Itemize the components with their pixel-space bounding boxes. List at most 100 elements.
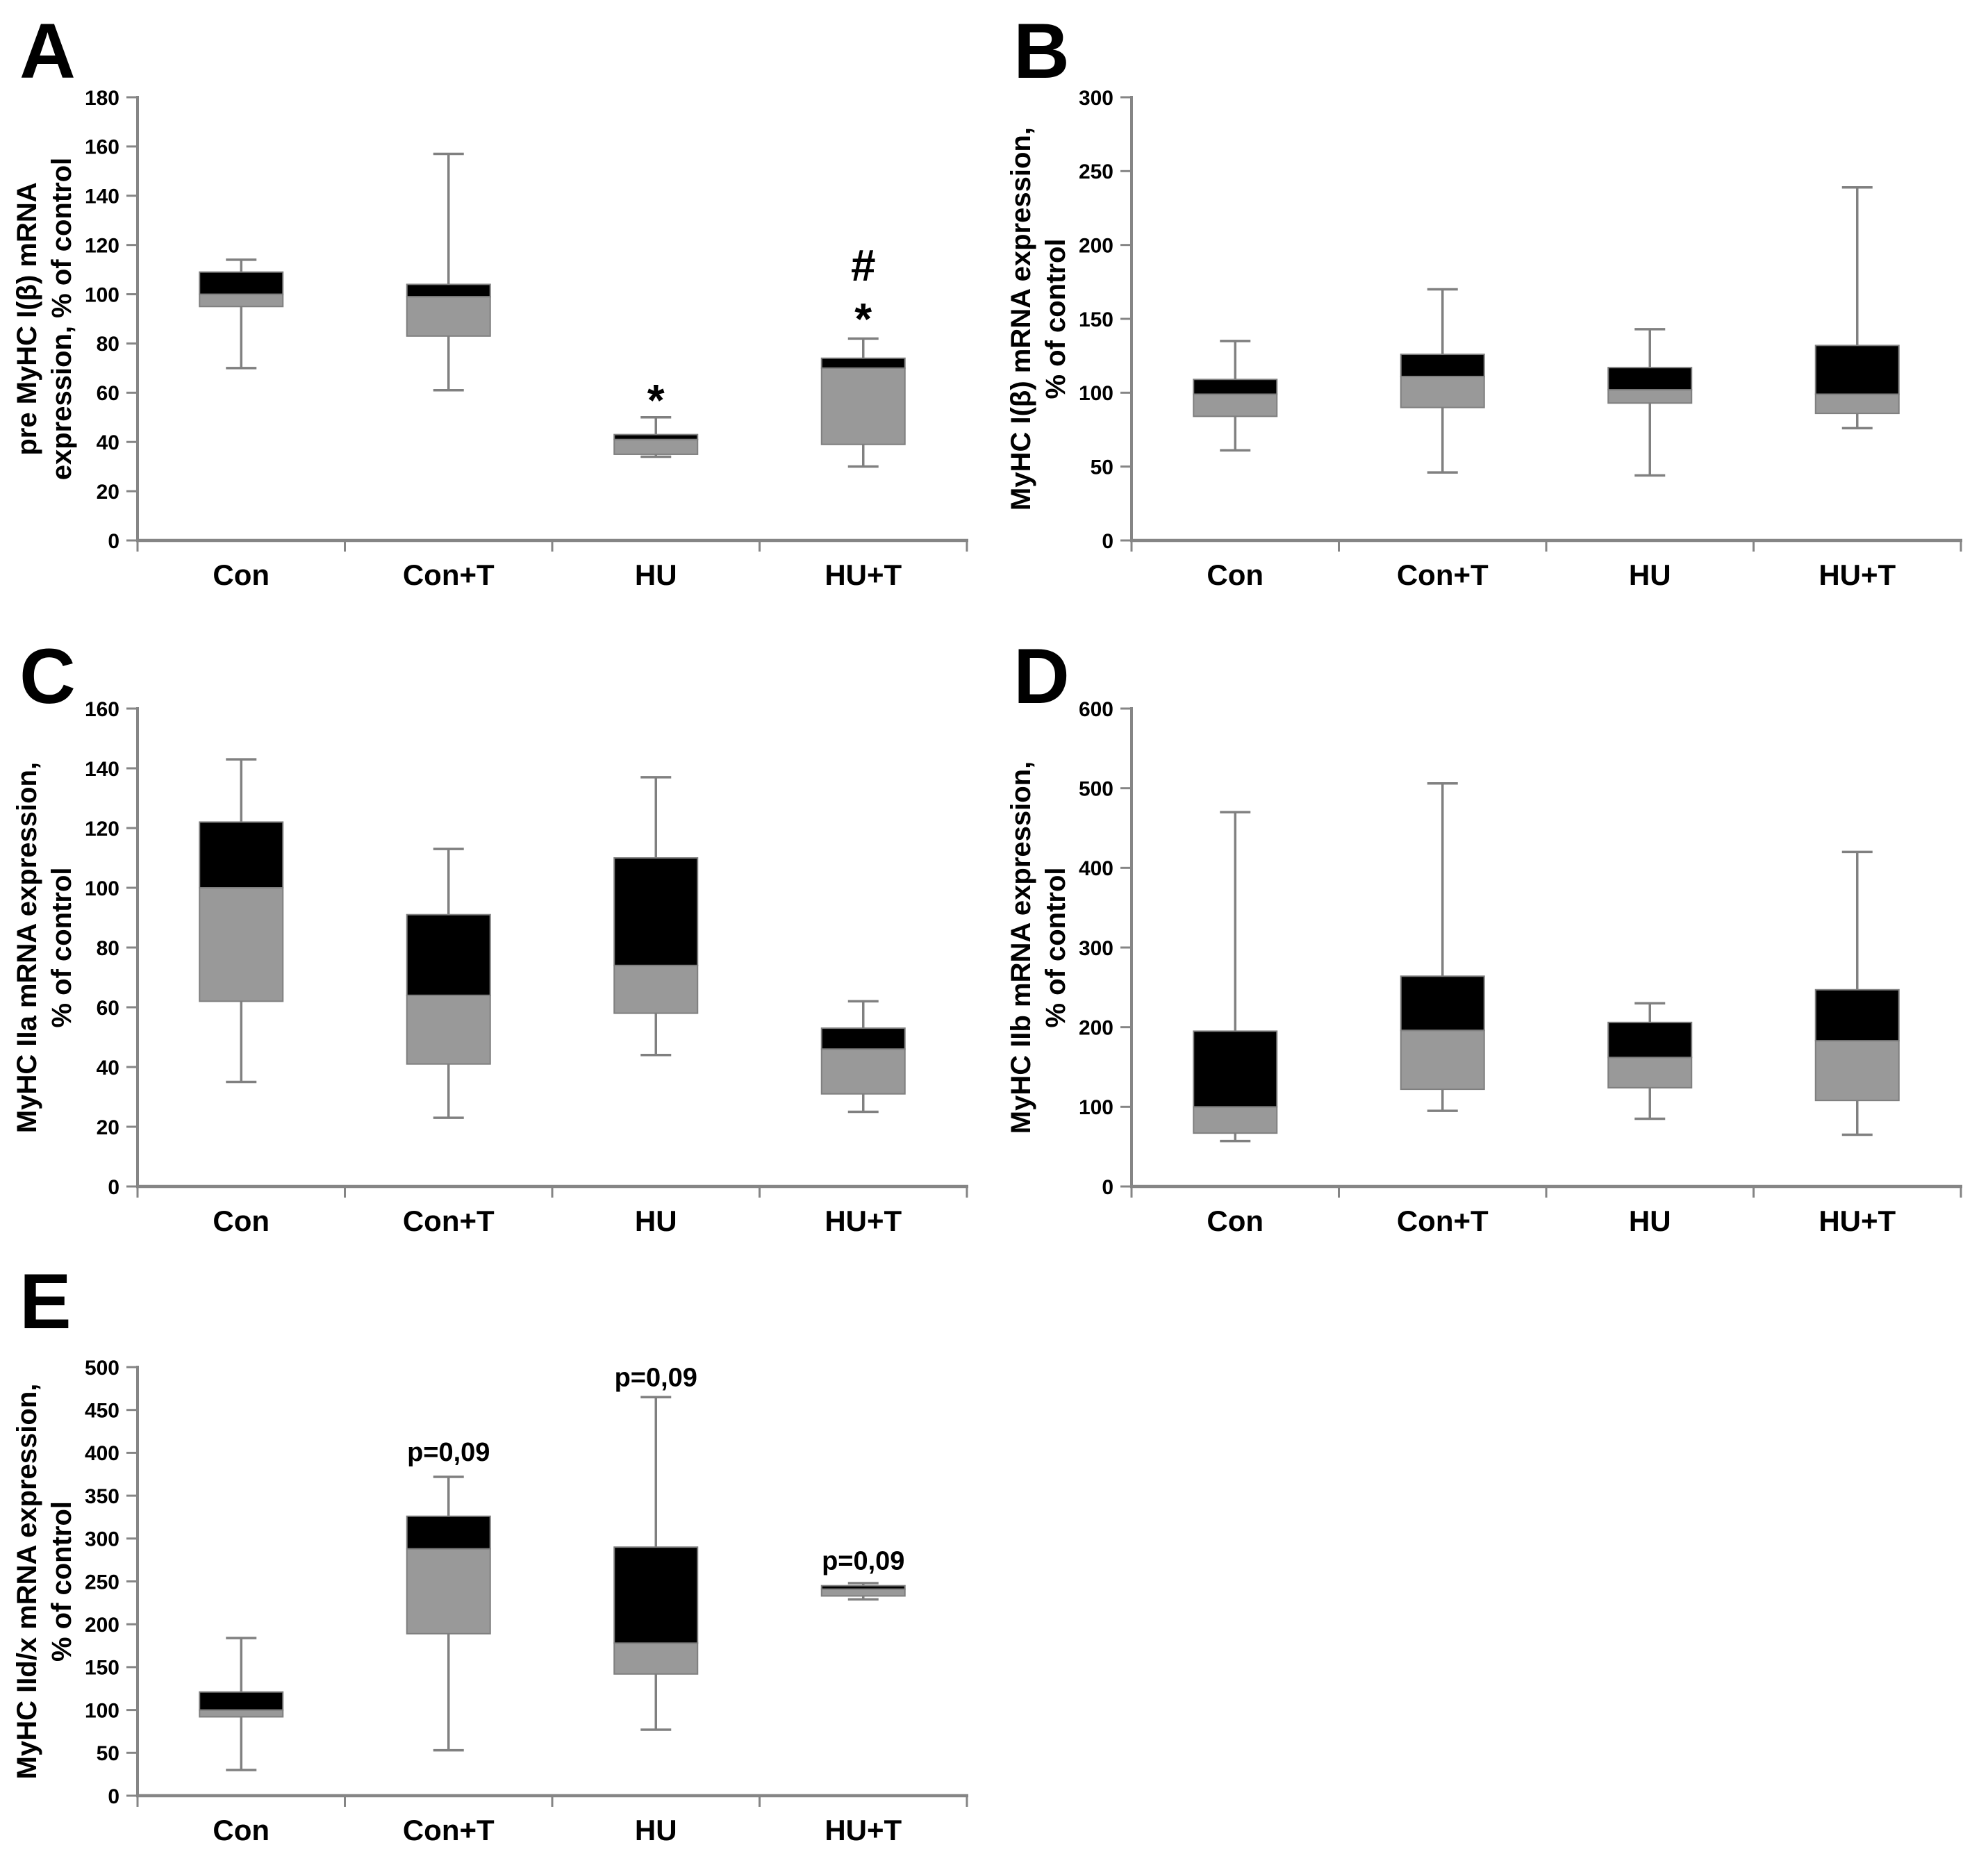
y-tick-label: 0	[108, 1785, 119, 1808]
y-tick-label: 100	[85, 1699, 119, 1722]
y-tick-label: 40	[97, 431, 119, 454]
y-tick-label: 0	[108, 1176, 119, 1199]
box-lower-quartile	[820, 1588, 906, 1597]
box-upper-quartile	[613, 433, 699, 440]
y-tick-label: 300	[85, 1528, 119, 1551]
y-tick-label: 100	[85, 283, 119, 306]
x-category-label-con: Con	[213, 559, 270, 591]
x-category-label-hu: HU	[635, 559, 677, 591]
box-upper-quartile	[406, 1515, 491, 1550]
panel-B-box-hu	[1607, 328, 1693, 477]
box-upper-quartile	[1400, 354, 1485, 377]
panel-A-box-hu-t	[820, 337, 906, 468]
box-lower-quartile	[820, 367, 906, 445]
box-upper-quartile	[406, 283, 491, 298]
box-lower-quartile	[613, 964, 699, 1014]
panel-D-box-con-t	[1400, 782, 1485, 1112]
box-upper-quartile	[820, 1585, 906, 1590]
y-tick-label: 50	[97, 1742, 119, 1765]
box-upper-quartile	[1193, 1030, 1278, 1108]
panel-A-y-axis-title-line1: pre MyHC I(β) mRNA	[12, 182, 42, 455]
box-upper-quartile	[199, 821, 284, 888]
y-tick-label: 250	[85, 1571, 119, 1594]
x-category-label-hu: HU	[1629, 1205, 1671, 1237]
panel-D-y-axis-title-line1: MyHC IIb mRNA expression,	[1006, 761, 1036, 1134]
panel-A-box-con-t	[406, 152, 491, 392]
panel-C-box-con	[199, 758, 284, 1084]
panel-E-box-con-t	[406, 1475, 491, 1752]
x-category-label-con-t: Con+T	[403, 1205, 495, 1237]
box-lower-quartile	[613, 438, 699, 455]
box-lower-quartile	[199, 293, 284, 308]
box-lower-quartile	[199, 887, 284, 1002]
x-category-label-con: Con	[1207, 559, 1264, 591]
x-category-label-con: Con	[213, 1205, 270, 1237]
panel-B-box-con-t	[1400, 288, 1485, 474]
y-tick-label: 150	[1079, 308, 1113, 331]
box-lower-quartile	[406, 1548, 491, 1635]
box-upper-quartile	[1814, 989, 1900, 1042]
annotation-hash-a-hu-t: #	[851, 240, 876, 290]
panel-C-box-hu	[613, 776, 699, 1057]
box-upper-quartile	[820, 1027, 906, 1050]
box-upper-quartile	[1607, 1021, 1693, 1059]
y-tick-label: 600	[1079, 698, 1113, 721]
y-tick-label: 0	[1102, 530, 1113, 553]
x-category-label-con-t: Con+T	[403, 559, 495, 591]
panel-D-letter: D	[1013, 633, 1070, 720]
box-lower-quartile	[1814, 393, 1900, 415]
panel-E: E MyHC IId/x mRNA expression,% of control…	[12, 1258, 968, 1846]
panel-B-y-axis-title-line1: MyHC I(β) mRNA expression,	[1006, 127, 1036, 511]
box-lower-quartile	[820, 1048, 906, 1095]
box-upper-quartile	[613, 1546, 699, 1644]
box-upper-quartile	[1400, 975, 1485, 1032]
box-lower-quartile	[1814, 1040, 1900, 1102]
y-tick-label: 400	[1079, 857, 1113, 880]
x-category-label-con: Con	[213, 1814, 270, 1846]
panel-B-box-hu-t	[1814, 185, 1900, 430]
box-upper-quartile	[1193, 379, 1278, 395]
panel-E-box-con	[199, 1637, 284, 1771]
y-tick-label: 140	[85, 185, 119, 208]
panel-C-box-con-t	[406, 847, 491, 1119]
y-tick-label: 20	[97, 1116, 119, 1139]
y-tick-label: 100	[1079, 1096, 1113, 1119]
box-lower-quartile	[1400, 375, 1485, 408]
y-tick-label: 40	[97, 1057, 119, 1080]
y-tick-label: 50	[1091, 456, 1113, 479]
panel-B-y-axis-title-line2: % of control	[1041, 238, 1071, 399]
y-tick-label: 160	[85, 136, 119, 159]
box-lower-quartile	[406, 296, 491, 337]
box-upper-quartile	[1814, 345, 1900, 395]
y-tick-label: 0	[108, 530, 119, 553]
box-upper-quartile	[613, 857, 699, 966]
panel-B-letter: B	[1013, 8, 1070, 94]
y-tick-label: 150	[85, 1657, 119, 1680]
x-category-label-con-t: Con+T	[1397, 1205, 1489, 1237]
y-tick-label: 80	[97, 937, 119, 960]
y-tick-label: 300	[1079, 937, 1113, 960]
y-tick-label: 350	[85, 1485, 119, 1508]
x-category-label-hu: HU	[635, 1814, 677, 1846]
box-lower-quartile	[1400, 1029, 1485, 1091]
panel-E-box-hu-t	[820, 1582, 906, 1601]
y-tick-label: 400	[85, 1442, 119, 1465]
panel-A-box-hu	[613, 416, 699, 458]
y-tick-label: 20	[97, 481, 119, 504]
panel-C: C MyHC IIa mRNA expression,% of control 0 2…	[12, 633, 968, 1237]
panel-D-y-axis-title-line2: % of control	[1041, 867, 1071, 1027]
panel-A-letter: A	[19, 8, 76, 94]
panel-D-box-hu-t	[1814, 850, 1900, 1136]
panel-C-y-axis-title-line2: % of control	[47, 867, 77, 1027]
y-tick-label: 100	[85, 877, 119, 900]
y-tick-label: 60	[97, 997, 119, 1020]
box-upper-quartile	[406, 913, 491, 996]
y-tick-label: 60	[97, 382, 119, 405]
y-tick-label: 450	[85, 1400, 119, 1423]
x-category-label-hu: HU	[1629, 559, 1671, 591]
box-lower-quartile	[199, 1709, 284, 1718]
panel-E-letter: E	[19, 1258, 72, 1345]
box-upper-quartile	[1607, 367, 1693, 391]
x-category-label-hu-t: HU+T	[1819, 1205, 1896, 1237]
